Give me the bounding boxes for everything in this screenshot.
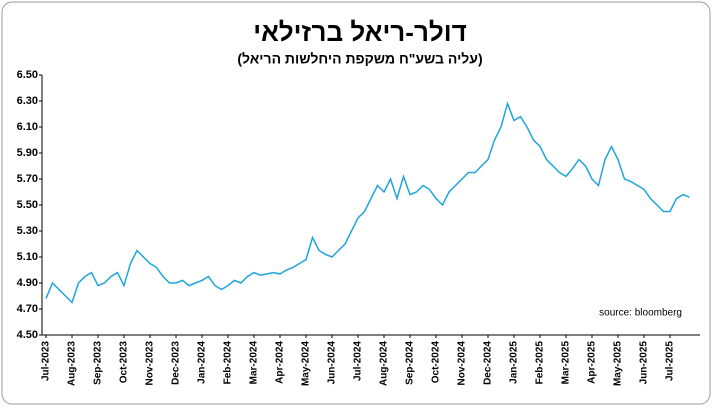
y-tick-label: 5.10	[17, 251, 38, 263]
y-tick-label: 4.50	[17, 329, 38, 341]
y-tick-label: 5.90	[17, 147, 38, 159]
x-tick-label: Apr-2024	[275, 341, 286, 384]
x-tick-label: May-2025	[613, 341, 624, 386]
x-tick-label: May-2024	[301, 341, 312, 386]
y-tick-label: 6.50	[17, 69, 38, 81]
x-tick-label: Aug-2024	[379, 341, 390, 386]
x-tick-label: Oct-2024	[431, 341, 442, 384]
y-tick-label: 5.30	[17, 225, 38, 237]
y-tick-label: 6.10	[17, 121, 38, 133]
y-tick-label: 4.70	[17, 303, 38, 315]
x-tick-label: Dec-2023	[171, 341, 182, 385]
x-tick-label: Jan-2025	[509, 341, 520, 384]
x-tick-label: Jul-2025	[665, 341, 676, 381]
y-tick-label: 4.90	[17, 277, 38, 289]
y-tick-label: 6.30	[17, 95, 38, 107]
x-tick-label: Mar-2025	[561, 341, 572, 385]
x-tick-label: Feb-2024	[223, 341, 234, 385]
source-note: source: bloomberg	[599, 308, 682, 319]
x-tick-label: Nov-2023	[145, 341, 156, 386]
x-tick-label: Jun-2024	[327, 341, 338, 385]
x-tick-label: Oct-2023	[119, 341, 130, 384]
x-tick-label: Jul-2023	[41, 341, 52, 381]
x-tick-label: Aug-2023	[67, 341, 78, 386]
x-tick-label: Jan-2024	[197, 341, 208, 384]
x-tick-label: Apr-2025	[587, 341, 598, 384]
x-tick-label: Sep-2024	[405, 341, 416, 385]
chart-title: דולר-ריאל ברזילאי	[253, 17, 467, 47]
y-tick-label: 5.50	[17, 199, 38, 211]
x-tick-label: Sep-2023	[93, 341, 104, 385]
x-tick-label: Jun-2025	[639, 341, 650, 385]
frame	[1, 1, 711, 405]
line	[45, 101, 690, 304]
y-tick-label: 5.70	[17, 173, 38, 185]
chart-subtitle: (עליה בשע"ח משקפת היחלשות הריאל)	[237, 51, 482, 67]
x-tick-label: Dec-2024	[483, 341, 494, 385]
x-tick-label: Nov-2024	[457, 341, 468, 386]
x-tick-label: Mar-2024	[249, 341, 260, 385]
x-tick-label: Jul-2024	[353, 341, 364, 381]
x-tick-label: Feb-2025	[535, 341, 546, 385]
